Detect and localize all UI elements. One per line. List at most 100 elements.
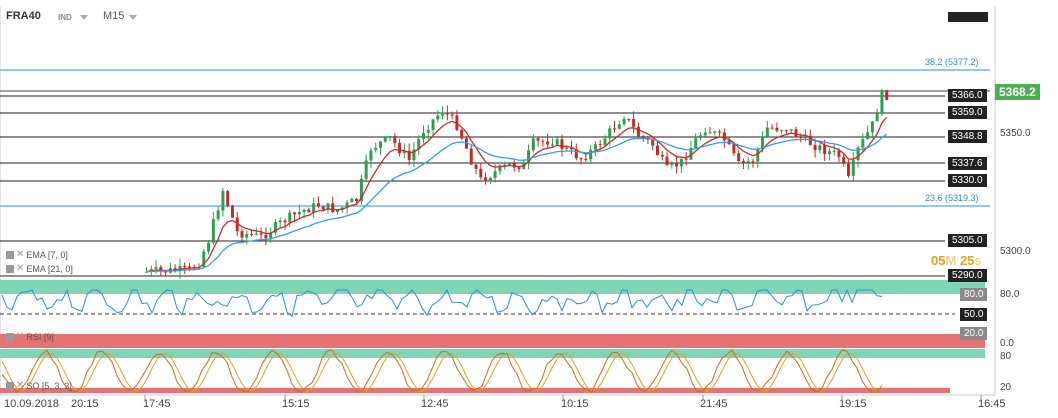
level-tag: 5348.8	[948, 130, 987, 143]
candle	[555, 139, 559, 145]
so-legend[interactable]: ✕ SO [5, 3, 3]	[6, 380, 72, 391]
candle-countdown: 05M 25s	[931, 253, 982, 268]
candle	[417, 139, 421, 150]
candle	[269, 232, 273, 239]
close-icon[interactable]: ✕	[16, 380, 25, 391]
close-icon[interactable]: ✕	[16, 331, 25, 342]
candle	[302, 209, 306, 213]
ema21-legend[interactable]: ✕ EMA [21, 0]	[6, 263, 73, 274]
candle	[460, 129, 464, 139]
close-icon[interactable]: ✕	[16, 249, 25, 260]
candle	[675, 163, 679, 167]
settings-icon[interactable]	[6, 332, 14, 341]
candle	[751, 161, 755, 163]
rsi-level-tag: 50.0	[960, 308, 988, 321]
candle	[789, 129, 793, 131]
candle	[498, 165, 502, 172]
close-icon[interactable]: ✕	[16, 263, 25, 274]
candle	[240, 231, 244, 238]
candle	[885, 90, 889, 100]
candle	[589, 149, 593, 160]
candle	[297, 212, 301, 215]
instrument-type: IND	[58, 13, 72, 22]
settings-icon[interactable]	[6, 250, 14, 259]
ema7-line	[146, 116, 888, 273]
candle	[211, 219, 215, 243]
candle	[379, 141, 383, 148]
candle	[875, 113, 879, 122]
ema7-legend[interactable]: ✕ EMA [7, 0]	[6, 249, 68, 260]
candle	[784, 130, 788, 132]
candle	[737, 153, 741, 162]
rsi-line	[1, 288, 883, 318]
candle	[775, 127, 779, 131]
candle	[517, 167, 521, 170]
candle	[178, 265, 182, 272]
candle	[398, 142, 402, 154]
candle	[842, 156, 846, 164]
level-tag: 5330.0	[948, 174, 987, 187]
candle	[493, 171, 497, 178]
timeframe-selector[interactable]: M15	[103, 10, 125, 22]
so-axis-label: 80	[1000, 351, 1012, 362]
level-tag: 5290.0	[948, 269, 987, 282]
candle	[288, 212, 292, 223]
candle	[613, 128, 617, 130]
rsi-legend[interactable]: ✕ RSI [9]	[6, 331, 54, 342]
candle	[708, 132, 712, 134]
candle	[880, 90, 884, 114]
candle	[670, 163, 674, 166]
time-label: 16:45	[978, 398, 1006, 410]
candle	[756, 148, 760, 162]
candle	[603, 138, 607, 146]
candle	[326, 203, 330, 210]
candle	[541, 140, 545, 142]
candle	[307, 209, 311, 213]
candle	[780, 130, 784, 132]
candle	[426, 129, 430, 133]
candle	[355, 198, 359, 202]
candle	[450, 114, 454, 116]
candle	[407, 150, 411, 160]
current-price-tag: 5368.2	[995, 84, 1040, 100]
timeframe-dropdown-icon[interactable]	[129, 15, 137, 20]
symbol-dropdown-icon[interactable]	[80, 15, 88, 20]
candle	[722, 132, 726, 141]
candle	[431, 119, 435, 130]
candle	[703, 132, 707, 136]
candle	[531, 138, 535, 151]
settings-icon[interactable]	[6, 264, 14, 273]
time-label: 15:15	[282, 398, 310, 410]
candle	[870, 121, 874, 133]
candle	[336, 209, 340, 213]
candle	[827, 151, 831, 155]
price-tick: 5300.0	[1000, 246, 1031, 257]
candle	[488, 177, 492, 182]
candle	[684, 158, 688, 160]
rsi-oversold-band	[0, 334, 985, 348]
candle	[832, 150, 836, 152]
settings-icon[interactable]	[6, 381, 14, 390]
candle	[226, 191, 230, 206]
candle	[388, 136, 392, 138]
candle	[665, 156, 669, 166]
candle	[813, 145, 817, 151]
level-tag	[948, 12, 988, 22]
candle	[464, 138, 468, 149]
candle	[741, 161, 745, 163]
candle	[608, 128, 612, 139]
rsi-overbought-band	[0, 280, 985, 294]
candle	[593, 144, 597, 150]
symbol-label[interactable]: FRA40	[6, 10, 41, 22]
candle	[622, 118, 626, 125]
candle	[421, 132, 425, 140]
candle	[264, 234, 268, 239]
candle	[718, 131, 722, 133]
candle	[436, 115, 440, 120]
candle	[837, 150, 841, 157]
candle	[221, 191, 225, 211]
so-main-line	[1, 349, 883, 393]
candle	[383, 136, 387, 142]
candle	[369, 150, 373, 161]
